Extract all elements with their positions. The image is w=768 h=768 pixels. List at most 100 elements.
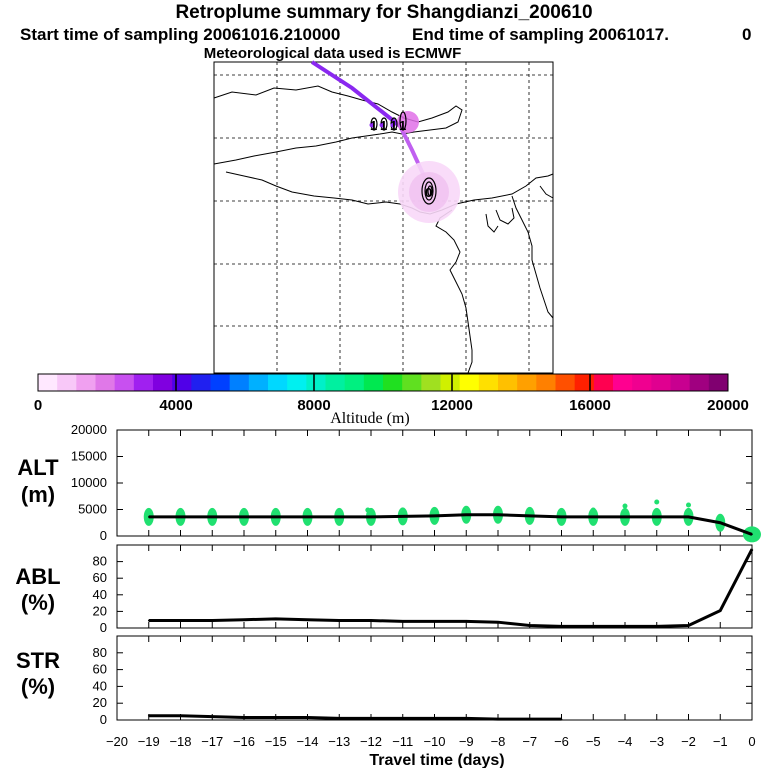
plume-marker: 1 — [399, 118, 406, 133]
data-point — [624, 625, 626, 628]
colorbar-swatch — [402, 374, 422, 391]
x-tick-label: −16 — [233, 734, 255, 749]
panel-y-label: ALT — [17, 455, 59, 480]
data-point — [655, 625, 658, 628]
colorbar-swatch — [708, 374, 729, 391]
colorbar-swatch — [133, 374, 154, 391]
data-point — [211, 715, 214, 718]
x-tick-label: −3 — [649, 734, 664, 749]
x-tick-label: −4 — [618, 734, 633, 749]
data-point — [147, 619, 150, 622]
data-point — [465, 717, 468, 720]
x-tick-label: 0 — [748, 734, 755, 749]
x-tick-label: −11 — [392, 734, 413, 749]
panel-y-label: STR — [16, 648, 60, 673]
data-point — [306, 618, 309, 621]
colorbar-swatch — [248, 374, 269, 391]
y-tick-label: 5000 — [78, 502, 107, 517]
colorbar-swatch — [229, 374, 250, 391]
colorbar-tick-label: 0 — [34, 397, 42, 414]
y-tick-label: 10000 — [71, 475, 107, 490]
colorbar-swatch — [38, 374, 58, 391]
plume-footprint-small — [397, 111, 419, 133]
x-tick-label: −7 — [522, 734, 537, 749]
x-tick-label: −6 — [554, 734, 569, 749]
colorbar-swatch — [555, 374, 576, 391]
map-graticule — [214, 62, 553, 373]
data-point — [687, 624, 690, 627]
colorbar-swatch — [517, 374, 537, 391]
colorbar-swatch — [153, 374, 173, 391]
data-point — [211, 619, 214, 622]
y-tick-label: 20 — [93, 603, 107, 618]
plume-footprint-core — [409, 172, 449, 212]
y-tick-label: 0 — [100, 620, 107, 635]
y-tick-label: 80 — [93, 645, 107, 660]
time-series-panels: 20000150001000050000ALT(m)806040200ABL(%… — [15, 422, 761, 768]
colorbar — [38, 374, 729, 391]
data-point — [306, 716, 309, 719]
x-tick-label: −1 — [713, 734, 728, 749]
data-point — [179, 619, 182, 622]
colorbar-swatch — [172, 374, 192, 391]
data-point — [624, 516, 626, 518]
y-tick-label: 60 — [93, 570, 107, 585]
data-point — [528, 515, 531, 517]
colorbar-swatch — [440, 374, 461, 391]
y-tick-label: 40 — [93, 587, 107, 602]
data-point — [147, 715, 150, 717]
data-point — [338, 717, 341, 720]
data-point — [306, 516, 309, 518]
plume-marker: 1 — [380, 118, 387, 133]
colorbar-swatch — [210, 374, 231, 391]
panel-alt: 20000 15000 10000 5000 0 ALT(m) — [17, 422, 761, 543]
series-line-str — [148, 714, 562, 721]
data-point — [592, 516, 595, 518]
y-tick-label: 20000 — [71, 422, 107, 437]
data-point — [751, 533, 753, 536]
colorbar-swatch — [306, 374, 326, 391]
x-tick-label: −5 — [586, 734, 601, 749]
altitude-outlier-dot — [686, 502, 691, 508]
data-point — [497, 621, 499, 623]
colorbar-tick-label: 20000 — [707, 397, 749, 414]
data-point — [243, 516, 245, 518]
data-point — [338, 516, 341, 518]
colorbar-swatch — [57, 374, 77, 391]
colorbar-swatch — [95, 374, 116, 391]
colorbar-swatch — [287, 374, 307, 391]
x-axis-title: Travel time (days) — [369, 752, 504, 768]
data-point — [433, 515, 436, 517]
data-point — [719, 609, 722, 612]
x-tick-label: −17 — [201, 734, 223, 749]
map-coastlines — [213, 85, 554, 374]
colorbar-tick-label: 12000 — [431, 397, 473, 414]
altitude-outlier-dot — [590, 507, 596, 513]
x-tick-label: −12 — [360, 734, 382, 749]
data-point — [211, 516, 214, 518]
colorbar-swatch — [651, 374, 671, 391]
altitude-outlier-dot — [365, 507, 371, 513]
end-time-value: 0 — [742, 25, 752, 44]
x-tick-label: −14 — [296, 734, 318, 749]
y-tick-label: 60 — [93, 662, 107, 677]
data-point — [243, 716, 245, 719]
data-point — [179, 715, 182, 717]
data-point — [465, 514, 468, 516]
altitude-outlier-dot — [654, 499, 660, 505]
series-line-abl — [148, 548, 754, 628]
plume-marker: 0 — [425, 185, 432, 200]
data-point — [433, 620, 436, 623]
colorbar-swatch — [536, 374, 556, 391]
panel-y-label: (%) — [21, 590, 55, 615]
colorbar-swatch — [421, 374, 441, 391]
panel-y-label: (%) — [21, 674, 55, 699]
altitude-outlier-dot — [622, 503, 628, 509]
end-time-label: End time of sampling 20061017. — [412, 25, 669, 44]
data-point — [433, 717, 436, 720]
data-point — [687, 516, 690, 518]
data-point — [274, 516, 277, 518]
chart-title: Retroplume summary for Shangdianzi_20061… — [175, 2, 593, 23]
